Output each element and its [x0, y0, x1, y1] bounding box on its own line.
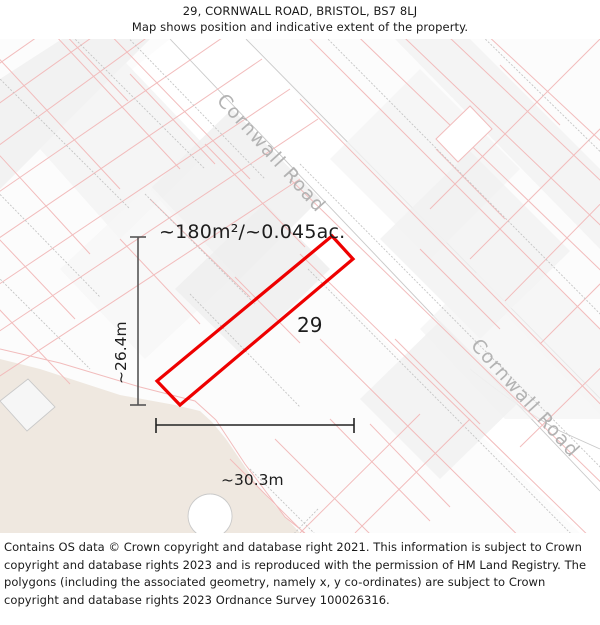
- map-footer: Contains OS data © Crown copyright and d…: [0, 533, 600, 625]
- building-outlines-northwest: [0, 39, 301, 408]
- parcel-boundaries-south: [229, 413, 471, 533]
- parcel-blocks-northwest: [0, 39, 330, 359]
- building-outlines-east: [299, 39, 600, 533]
- dimension-ruler-vertical: [130, 236, 146, 406]
- copyright-notice: Contains OS data © Crown copyright and d…: [4, 540, 587, 607]
- map-header: 29, CORNWALL ROAD, BRISTOL, BS7 8LJ Map …: [0, 0, 600, 39]
- parcel-boundaries-northwest: [0, 39, 319, 385]
- page-subtitle: Map shows position and indicative extent…: [131, 20, 469, 34]
- dimension-ruler-horizontal: [155, 418, 355, 433]
- page-title: 29, CORNWALL ROAD, BRISTOL, BS7 8LJ: [182, 4, 418, 18]
- building-outlines-south: [249, 468, 319, 533]
- open-land-area: [0, 348, 306, 533]
- map-vector-layer: Cornwall Road Cornwall Road: [0, 39, 600, 533]
- property-boundary-polygon[interactable]: [154, 233, 356, 408]
- building-footprint-small: [435, 105, 493, 163]
- map-canvas[interactable]: Cornwall Road Cornwall Road ~180m²/~0.: [0, 39, 600, 533]
- building-footprints-southwest: [0, 378, 233, 533]
- dimension-vertical-label: ~26.4m: [112, 321, 130, 384]
- parcel-boundaries-east: [289, 39, 600, 533]
